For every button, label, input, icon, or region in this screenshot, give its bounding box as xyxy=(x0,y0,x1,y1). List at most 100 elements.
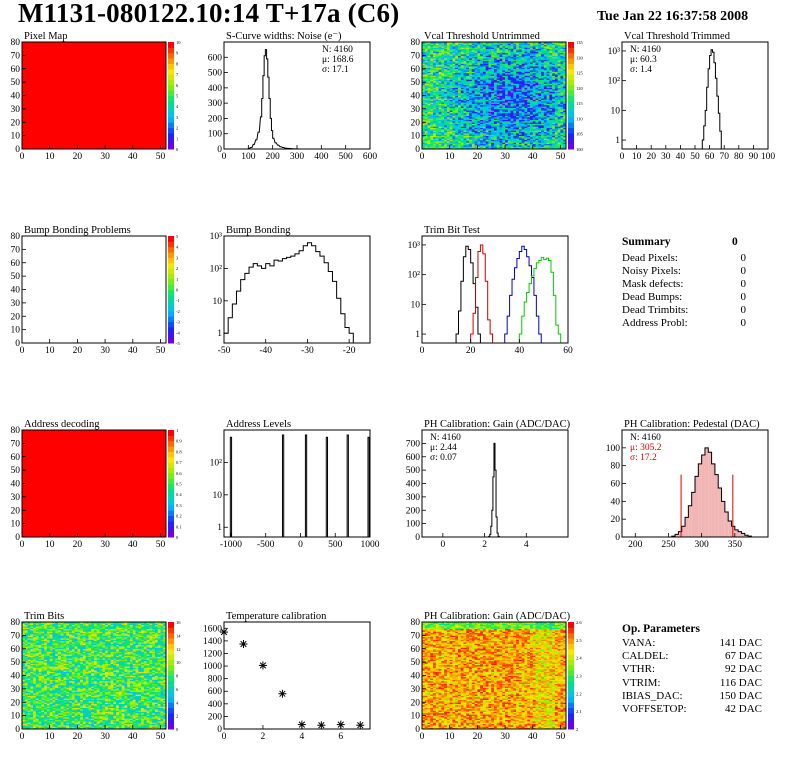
heatmap-cell xyxy=(444,82,448,84)
heatmap-cell xyxy=(482,86,487,88)
address-levels-title: Address Levels xyxy=(226,419,291,430)
heatmap-cell xyxy=(491,138,495,141)
heatmap-cell xyxy=(513,43,517,46)
heatmap-cell xyxy=(477,146,481,149)
heatmap-cell xyxy=(538,67,542,70)
heatmap-cell xyxy=(22,702,26,704)
heatmap-cell xyxy=(494,46,498,48)
heatmap-cell xyxy=(485,76,489,79)
x-tick-label: 30 xyxy=(100,540,110,550)
heatmap-cell xyxy=(452,43,456,46)
heatmap-cell xyxy=(563,87,567,90)
heatmap-cell xyxy=(458,120,462,123)
heatmap-cell xyxy=(494,143,498,146)
heatmap-cell xyxy=(494,78,498,80)
heatmap-cell xyxy=(543,112,548,115)
heatmap-cell xyxy=(480,58,484,60)
heatmap-cell xyxy=(530,43,534,46)
heatmap-cell xyxy=(532,87,536,90)
heatmap-cell xyxy=(422,138,426,141)
heatmap-cell xyxy=(530,116,534,119)
heatmap-cell xyxy=(438,47,442,50)
heatmap-cell xyxy=(446,87,451,90)
heatmap-cell xyxy=(466,146,470,149)
heatmap-cell xyxy=(471,134,476,137)
heatmap-cell xyxy=(482,106,487,108)
x-tick-label: 600 xyxy=(363,152,378,162)
heatmap-cell xyxy=(444,111,448,114)
heatmap-cell xyxy=(549,108,553,111)
heatmap-cell xyxy=(458,136,462,139)
y-tick-label: 0 xyxy=(415,145,420,155)
heatmap-cell xyxy=(510,91,514,94)
heatmap-cell xyxy=(499,43,503,46)
heatmap-cell xyxy=(491,55,495,58)
heatmap-cell xyxy=(22,674,26,676)
heatmap-cell xyxy=(557,132,561,135)
heatmap-cell xyxy=(460,132,464,135)
heatmap-cell xyxy=(543,75,548,78)
heatmap-cell xyxy=(546,63,550,66)
heatmap-cell xyxy=(438,56,442,59)
heatmap-cell xyxy=(446,140,451,143)
heatmap-cell xyxy=(554,143,559,146)
palette-label: 120 xyxy=(576,86,584,91)
heatmap-cell xyxy=(422,96,426,99)
heatmap-cell xyxy=(502,124,506,127)
heatmap-cell xyxy=(507,82,512,84)
heatmap-cell xyxy=(433,46,437,48)
heatmap-cell xyxy=(496,62,500,64)
heatmap-cell xyxy=(554,42,559,44)
palette-swatch xyxy=(168,462,174,468)
heatmap-cell xyxy=(530,88,534,91)
heatmap-cell xyxy=(482,60,487,63)
heatmap-cell xyxy=(557,66,561,68)
heatmap-cell xyxy=(530,139,534,142)
heatmap-cell xyxy=(444,84,448,87)
histogram-bin xyxy=(728,520,732,537)
heatmap-cell xyxy=(438,66,442,68)
heatmap-cell xyxy=(496,140,500,143)
heatmap-cell xyxy=(507,114,512,116)
heatmap-cell xyxy=(27,720,31,723)
heatmap-cell xyxy=(474,106,478,108)
heatmap-cell xyxy=(424,54,428,56)
heatmap-cell xyxy=(455,88,459,91)
heatmap-cell xyxy=(446,44,451,47)
heatmap-cell xyxy=(552,123,556,126)
heatmap-cell xyxy=(554,56,559,59)
heatmap-cell xyxy=(427,60,431,63)
heatmap-cell xyxy=(460,102,464,104)
x-tick-label: 0 xyxy=(20,540,25,550)
heatmap-cell xyxy=(438,50,442,52)
heatmap-cell xyxy=(554,80,559,83)
heatmap-cell xyxy=(563,123,567,126)
heatmap-cell xyxy=(488,118,492,120)
heatmap-cell xyxy=(532,127,536,130)
heatmap-cell xyxy=(554,102,559,104)
address-decoding-title: Address decoding xyxy=(24,419,100,430)
heatmap-cell xyxy=(452,94,456,96)
heatmap-cell xyxy=(441,102,445,104)
heatmap-cell xyxy=(546,50,550,52)
heatmap-cell xyxy=(546,52,550,55)
heatmap-cell xyxy=(446,122,451,124)
heatmap-cell xyxy=(546,111,550,114)
heatmap-cell xyxy=(482,110,487,112)
heatmap-cell xyxy=(494,60,498,63)
heatmap-cell xyxy=(460,58,464,60)
heatmap-cell xyxy=(441,100,445,103)
heatmap-cell xyxy=(430,72,434,75)
heatmap-cell xyxy=(530,63,534,66)
heatmap-cell xyxy=(22,723,26,726)
x-tick-label: -20 xyxy=(343,346,356,356)
heatmap-cell xyxy=(546,142,550,145)
heatmap-cell xyxy=(433,122,437,124)
heatmap-cell xyxy=(30,700,34,703)
heatmap-cell xyxy=(530,56,534,59)
heatmap-cell xyxy=(535,43,539,46)
heatmap-cell xyxy=(455,111,459,114)
heatmap-cell xyxy=(502,135,506,138)
heatmap-cell xyxy=(438,138,442,141)
heatmap-cell xyxy=(491,95,495,98)
